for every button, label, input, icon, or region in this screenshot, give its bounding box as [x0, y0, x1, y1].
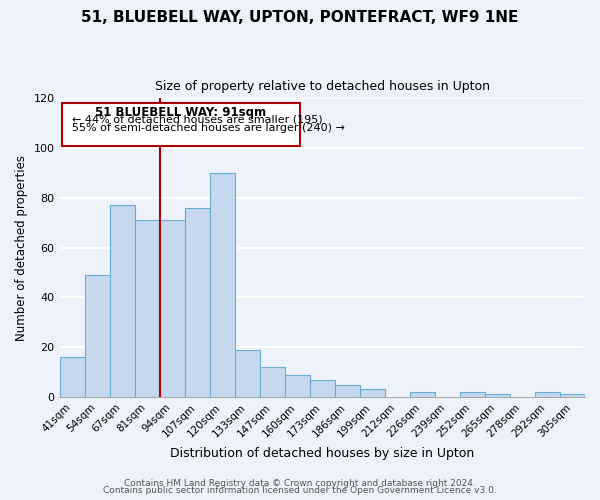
- Bar: [535, 392, 560, 397]
- Bar: [110, 206, 134, 397]
- Bar: [85, 275, 110, 397]
- X-axis label: Distribution of detached houses by size in Upton: Distribution of detached houses by size …: [170, 447, 475, 460]
- Bar: [310, 380, 335, 397]
- Bar: [260, 367, 285, 397]
- Text: 51 BLUEBELL WAY: 91sqm: 51 BLUEBELL WAY: 91sqm: [95, 106, 266, 119]
- Title: Size of property relative to detached houses in Upton: Size of property relative to detached ho…: [155, 80, 490, 93]
- Bar: [185, 208, 209, 397]
- Text: 55% of semi-detached houses are larger (240) →: 55% of semi-detached houses are larger (…: [72, 123, 345, 133]
- Text: Contains public sector information licensed under the Open Government Licence v3: Contains public sector information licen…: [103, 486, 497, 495]
- Bar: [560, 394, 585, 397]
- Bar: [410, 392, 435, 397]
- FancyBboxPatch shape: [62, 104, 300, 146]
- Bar: [460, 392, 485, 397]
- Bar: [209, 173, 235, 397]
- Bar: [485, 394, 510, 397]
- Text: Contains HM Land Registry data © Crown copyright and database right 2024.: Contains HM Land Registry data © Crown c…: [124, 478, 476, 488]
- Text: 51, BLUEBELL WAY, UPTON, PONTEFRACT, WF9 1NE: 51, BLUEBELL WAY, UPTON, PONTEFRACT, WF9…: [82, 10, 518, 25]
- Bar: [360, 390, 385, 397]
- Bar: [59, 357, 85, 397]
- Bar: [335, 384, 360, 397]
- Bar: [285, 374, 310, 397]
- Bar: [235, 350, 260, 397]
- Bar: [134, 220, 160, 397]
- Bar: [160, 220, 185, 397]
- Y-axis label: Number of detached properties: Number of detached properties: [15, 154, 28, 340]
- Text: ← 44% of detached houses are smaller (195): ← 44% of detached houses are smaller (19…: [72, 114, 323, 124]
